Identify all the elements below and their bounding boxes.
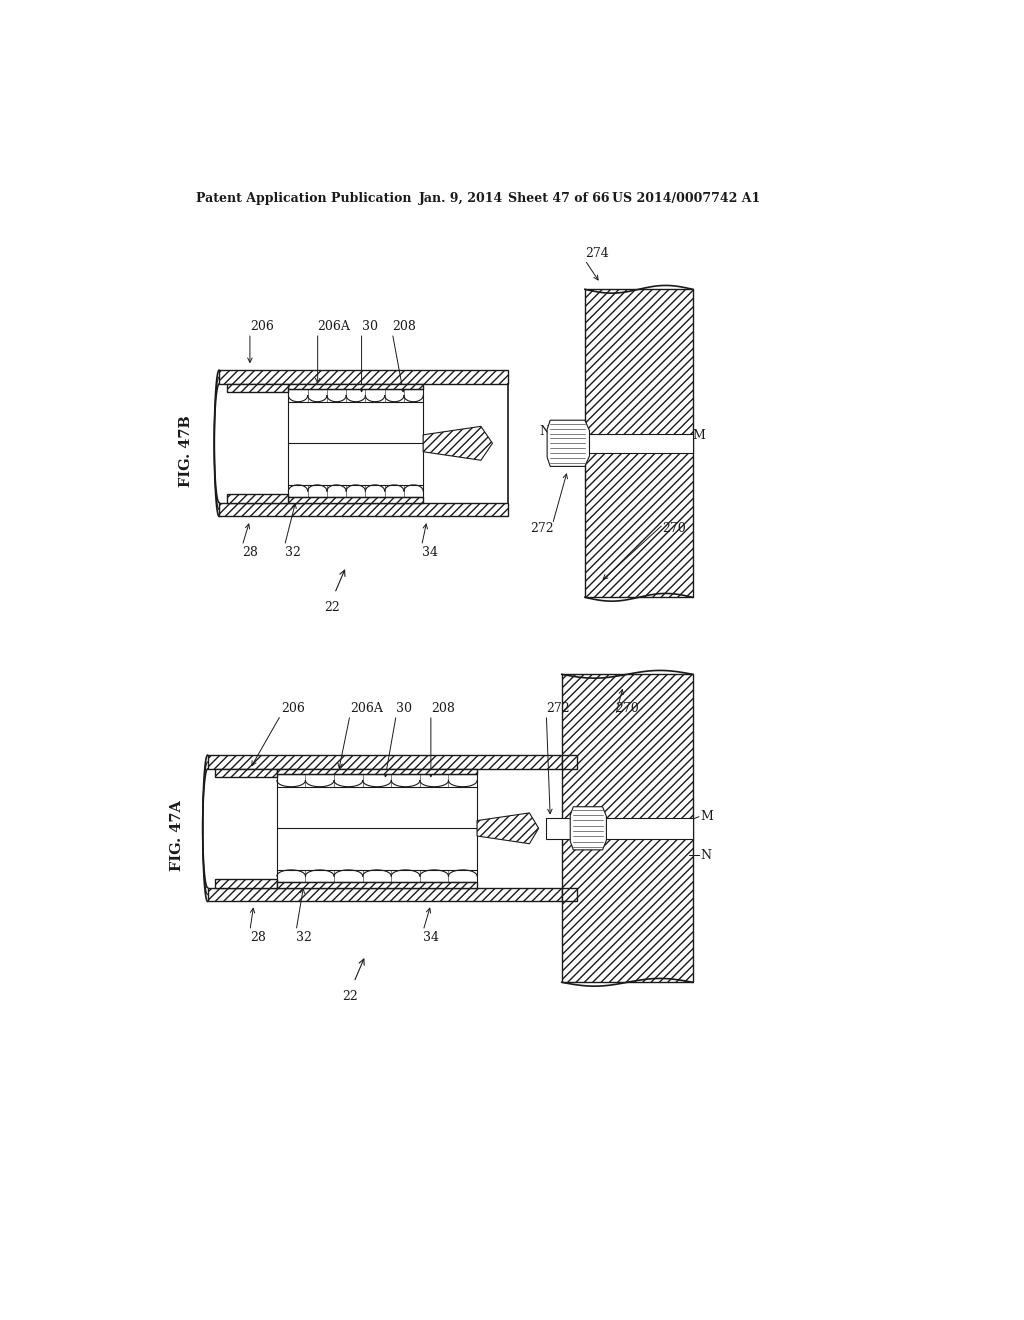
Text: 206A: 206A bbox=[317, 321, 350, 333]
Text: 272: 272 bbox=[547, 702, 570, 715]
Bar bbox=[208, 887, 562, 902]
Text: 272: 272 bbox=[530, 521, 554, 535]
Polygon shape bbox=[477, 813, 539, 843]
Text: 22: 22 bbox=[342, 990, 358, 1003]
Bar bbox=[226, 494, 289, 503]
Text: 208: 208 bbox=[392, 321, 416, 333]
Text: 34: 34 bbox=[422, 545, 437, 558]
Bar bbox=[226, 384, 289, 392]
Bar bbox=[276, 775, 477, 882]
Bar bbox=[585, 434, 692, 453]
Text: FIG. 47B: FIG. 47B bbox=[179, 414, 193, 487]
Text: Patent Application Publication: Patent Application Publication bbox=[196, 191, 412, 205]
Text: 30: 30 bbox=[396, 702, 413, 715]
Bar bbox=[219, 503, 508, 516]
Text: US 2014/0007742 A1: US 2014/0007742 A1 bbox=[611, 191, 760, 205]
Polygon shape bbox=[423, 426, 493, 461]
Text: 30: 30 bbox=[361, 321, 378, 333]
Bar bbox=[289, 384, 423, 389]
Bar bbox=[562, 887, 578, 902]
Polygon shape bbox=[547, 420, 590, 466]
Text: 32: 32 bbox=[285, 545, 300, 558]
Text: 206: 206 bbox=[281, 702, 304, 715]
Text: M: M bbox=[692, 429, 706, 442]
Text: 274: 274 bbox=[585, 247, 608, 260]
Text: 28: 28 bbox=[243, 545, 258, 558]
Text: N: N bbox=[540, 425, 550, 438]
Text: M: M bbox=[700, 810, 714, 824]
Text: 206: 206 bbox=[250, 321, 273, 333]
Text: 206A: 206A bbox=[350, 702, 383, 715]
Text: 28: 28 bbox=[250, 931, 266, 944]
Bar bbox=[219, 370, 508, 384]
Bar bbox=[562, 755, 578, 770]
Text: FIG. 47A: FIG. 47A bbox=[170, 800, 183, 871]
Bar bbox=[208, 755, 562, 770]
Text: 32: 32 bbox=[296, 931, 312, 944]
Text: 34: 34 bbox=[423, 931, 439, 944]
Bar bbox=[547, 817, 692, 840]
Polygon shape bbox=[570, 807, 606, 850]
Text: Sheet 47 of 66: Sheet 47 of 66 bbox=[508, 191, 609, 205]
Text: 22: 22 bbox=[325, 601, 340, 614]
Text: Jan. 9, 2014: Jan. 9, 2014 bbox=[419, 191, 504, 205]
Text: N: N bbox=[700, 849, 712, 862]
Bar bbox=[562, 675, 692, 982]
Text: 270: 270 bbox=[662, 521, 686, 535]
Text: 208: 208 bbox=[431, 702, 455, 715]
Bar bbox=[585, 289, 692, 598]
Text: 270: 270 bbox=[615, 702, 639, 715]
Bar bbox=[289, 389, 423, 498]
Bar bbox=[276, 770, 477, 775]
Bar bbox=[215, 770, 276, 777]
Bar bbox=[215, 879, 276, 887]
Bar bbox=[289, 498, 423, 503]
Bar bbox=[276, 882, 477, 887]
